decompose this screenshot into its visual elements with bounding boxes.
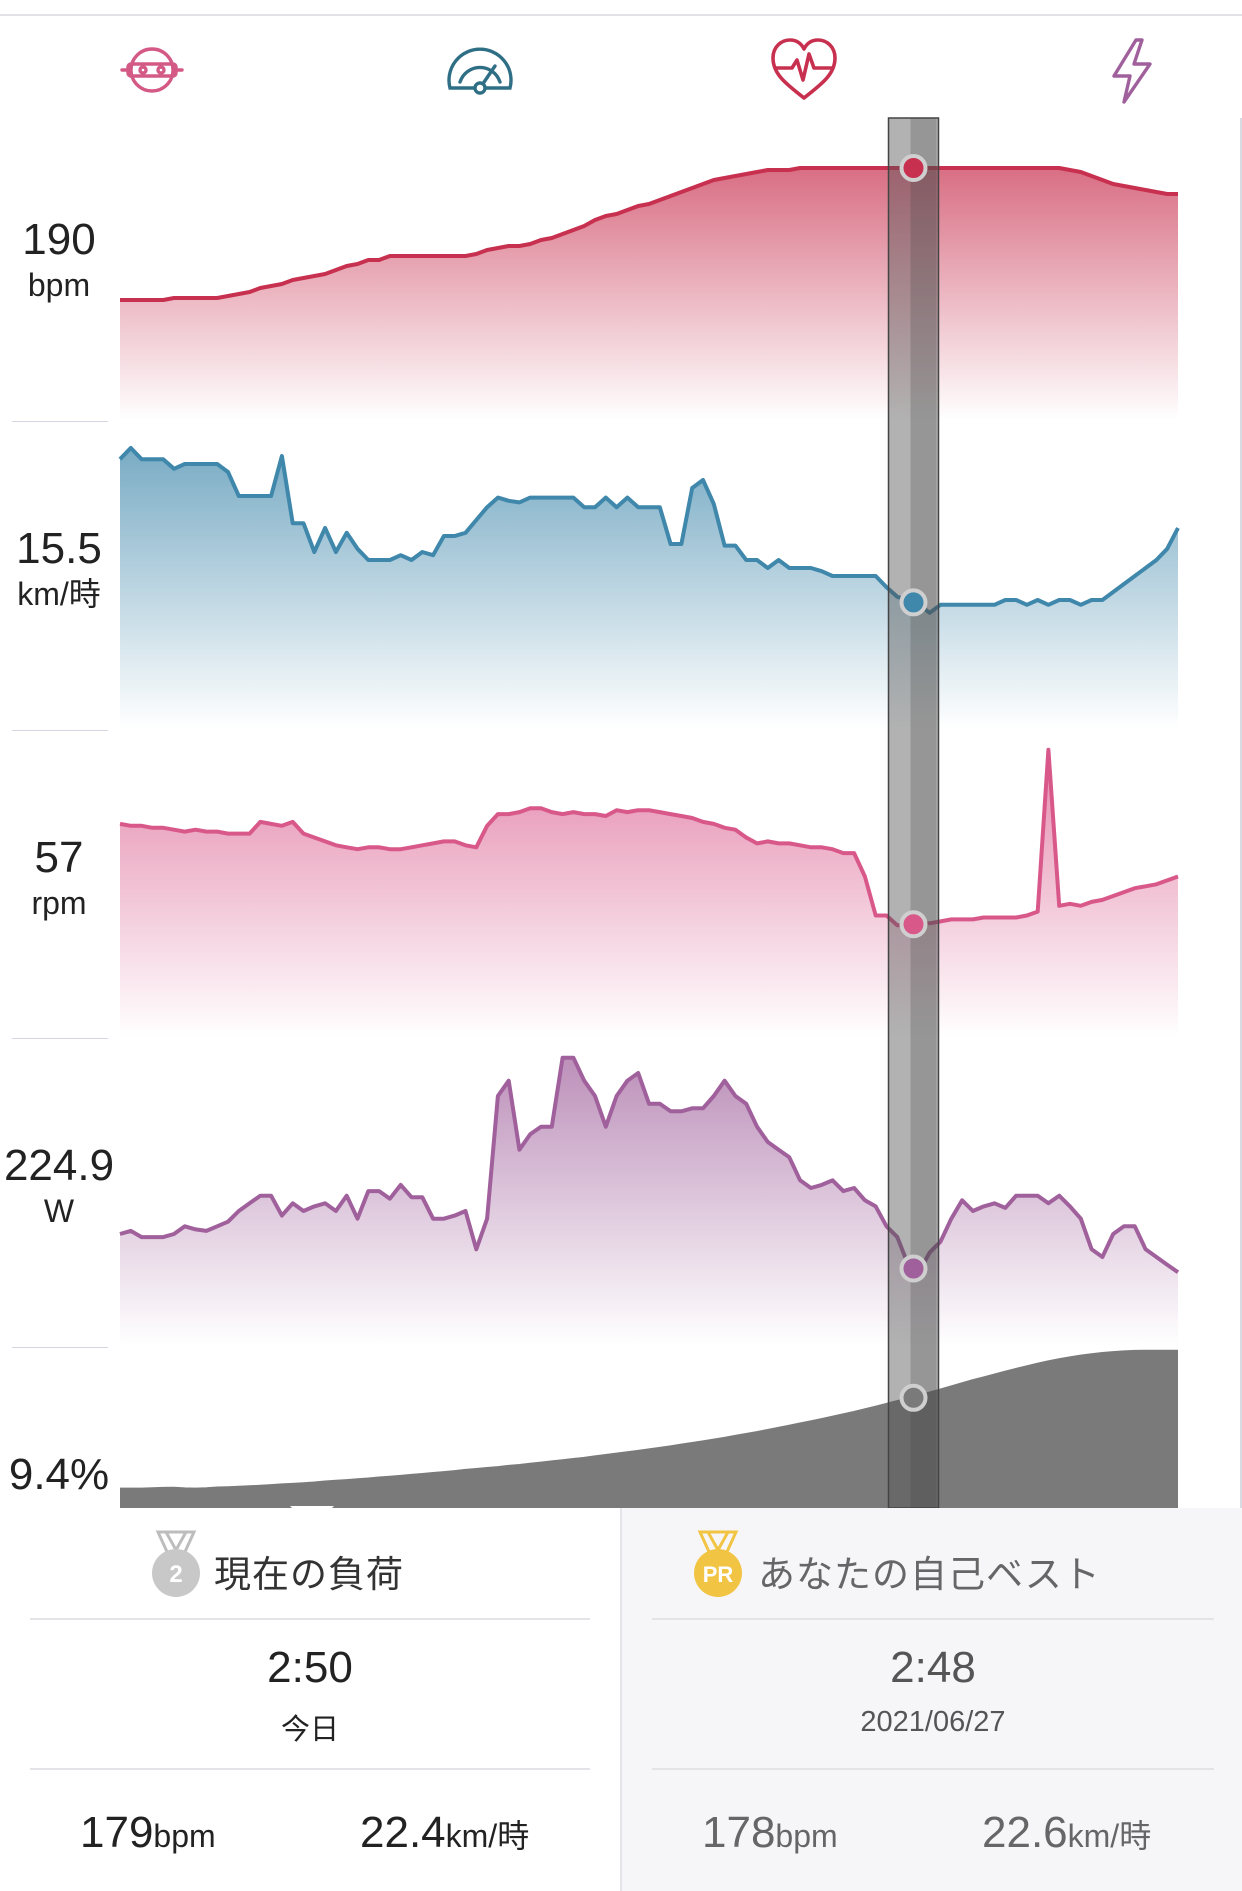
current-load-time: 2:50 <box>267 1643 353 1692</box>
cadence-line <box>119 747 1179 928</box>
current-load-speed-unit: km/時 <box>445 1818 530 1854</box>
selected-card-pointer <box>290 1506 334 1528</box>
cadence-value: 57 <box>34 833 84 882</box>
chart-right-edge <box>1240 118 1242 1510</box>
grade-line <box>120 1349 1178 1492</box>
grade-lane-label: 9.4% <box>0 1450 118 1500</box>
current-load-hr: 179bpm <box>80 1808 216 1858</box>
current-load-hr-unit: bpm <box>153 1818 216 1854</box>
speed-value: 15.5 <box>16 524 102 573</box>
pr-badge-text: PR <box>703 1562 734 1587</box>
metric-icon-bar <box>0 20 1242 120</box>
hr-cursor-marker <box>899 154 928 182</box>
personal-best-card[interactable]: PR あなたの自己ベスト 2:48 2021/06/27 178bpm 22.6… <box>620 1508 1242 1891</box>
speed-line <box>118 446 1180 615</box>
power-line <box>119 1055 1180 1275</box>
comparison-panel: 2 現在の負荷 2:50 今日 179bpm 22.4km/時 PR <box>0 1506 1242 1891</box>
card-divider <box>652 1768 1214 1770</box>
power-value: 224.9 <box>3 1141 115 1190</box>
pr-medal-icon: PR <box>688 1528 748 1598</box>
cadence-lane-label: 57 rpm <box>0 833 118 923</box>
personal-best-time: 2:48 <box>890 1643 976 1692</box>
rank-medal-icon: 2 <box>146 1528 206 1598</box>
speed-area <box>120 448 1178 729</box>
personal-best-hr-value: 178 <box>702 1808 776 1857</box>
cadence-unit: rpm <box>31 885 87 921</box>
card-divider <box>652 1618 1214 1620</box>
cursor-band-inner <box>910 118 937 1508</box>
current-load-speed: 22.4km/時 <box>360 1808 529 1858</box>
personal-best-hr-unit: bpm <box>775 1818 838 1854</box>
hr-value: 190 <box>22 215 96 264</box>
current-load-card[interactable]: 2 現在の負荷 2:50 今日 179bpm 22.4km/時 <box>0 1506 620 1891</box>
ride-metrics-chart <box>118 117 1180 1509</box>
rank-badge-text: 2 <box>169 1561 182 1588</box>
hr-lane-label: 190 bpm <box>0 215 118 305</box>
current-load-header: 2 現在の負荷 <box>0 1508 620 1618</box>
cadence-area <box>120 749 1178 1037</box>
power-bolt-icon[interactable] <box>1092 30 1172 110</box>
top-divider <box>0 14 1242 16</box>
lane-divider <box>12 730 108 731</box>
current-load-hr-value: 179 <box>80 1808 154 1857</box>
grade-value: 9.4% <box>8 1450 110 1499</box>
speedometer-icon[interactable] <box>440 30 520 110</box>
hr-unit: bpm <box>27 267 91 303</box>
power-lane-label: 224.9 W <box>0 1141 118 1231</box>
grade-area <box>120 1351 1178 1508</box>
heart-rate-icon[interactable] <box>764 30 844 110</box>
speed-cursor-marker <box>899 588 928 617</box>
lane-divider <box>12 421 108 422</box>
personal-best-date: 2021/06/27 <box>860 1706 1006 1738</box>
hr-line <box>120 166 1178 302</box>
lane-divider <box>12 1347 108 1348</box>
power-cursor-marker <box>899 1254 928 1283</box>
personal-best-speed: 22.6km/時 <box>982 1808 1151 1858</box>
power-unit: W <box>43 1193 75 1229</box>
personal-best-title: あなたの自己ベスト <box>758 1554 1101 1595</box>
speed-lane-label: 15.5 km/時 <box>0 524 118 614</box>
cadence-icon[interactable] <box>112 30 192 110</box>
speed-unit: km/時 <box>17 576 101 612</box>
personal-best-header: PR あなたの自己ベスト <box>622 1508 1242 1618</box>
hr-area <box>120 168 1178 420</box>
personal-best-speed-value: 22.6 <box>982 1808 1068 1857</box>
current-load-date: 今日 <box>280 1714 339 1746</box>
personal-best-hr: 178bpm <box>702 1808 838 1858</box>
card-divider <box>30 1768 590 1770</box>
personal-best-speed-unit: km/時 <box>1067 1818 1152 1854</box>
current-load-title: 現在の負荷 <box>214 1554 404 1595</box>
grade-cursor-marker <box>899 1383 928 1412</box>
lane-divider <box>12 1038 108 1039</box>
card-divider <box>30 1618 590 1620</box>
cadence-cursor-marker <box>899 910 928 939</box>
current-load-speed-value: 22.4 <box>360 1808 446 1857</box>
